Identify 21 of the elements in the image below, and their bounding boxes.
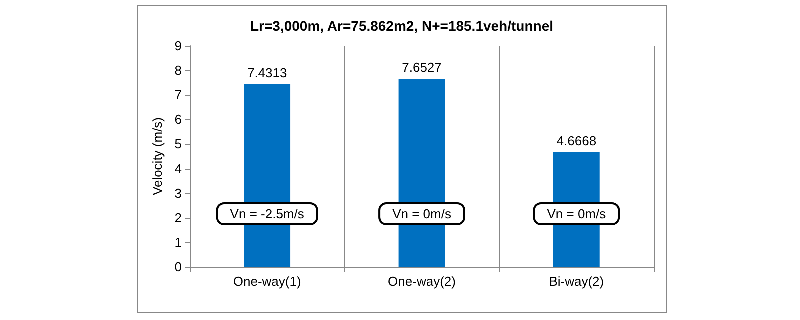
y-tick-label: 0 [174, 260, 182, 274]
y-axis-title: Velocity (m/s) [150, 117, 165, 196]
y-tick-label: 8 [174, 63, 182, 78]
x-tick-label: One-way(1) [233, 274, 302, 289]
y-tick-label: 5 [174, 136, 182, 152]
annotation: Vn = 0m/s [392, 206, 452, 222]
chart-title: Lr=3,000m, Ar=75.862m2, N+=185.1veh/tunnel [250, 18, 554, 34]
y-tick-label: 9 [174, 38, 182, 54]
y-tick-label: 2 [174, 210, 182, 226]
data-label: 7.4313 [247, 66, 288, 81]
y-tick-label: 1 [174, 234, 182, 250]
annotation: Vn = -2.5m/s [230, 206, 305, 222]
x-tick-label: One-way(2) [388, 274, 456, 289]
y-tick-label: 7 [174, 88, 182, 103]
y-tick-label: 4 [174, 161, 182, 176]
data-label: 4.6668 [556, 133, 597, 148]
annotation: Vn = 0m/s [547, 206, 607, 222]
y-tick-label: 6 [174, 112, 182, 128]
x-tick-label: Bi-way(2) [549, 274, 604, 289]
data-label: 7.6527 [402, 60, 442, 76]
y-tick-label: 3 [174, 186, 182, 201]
